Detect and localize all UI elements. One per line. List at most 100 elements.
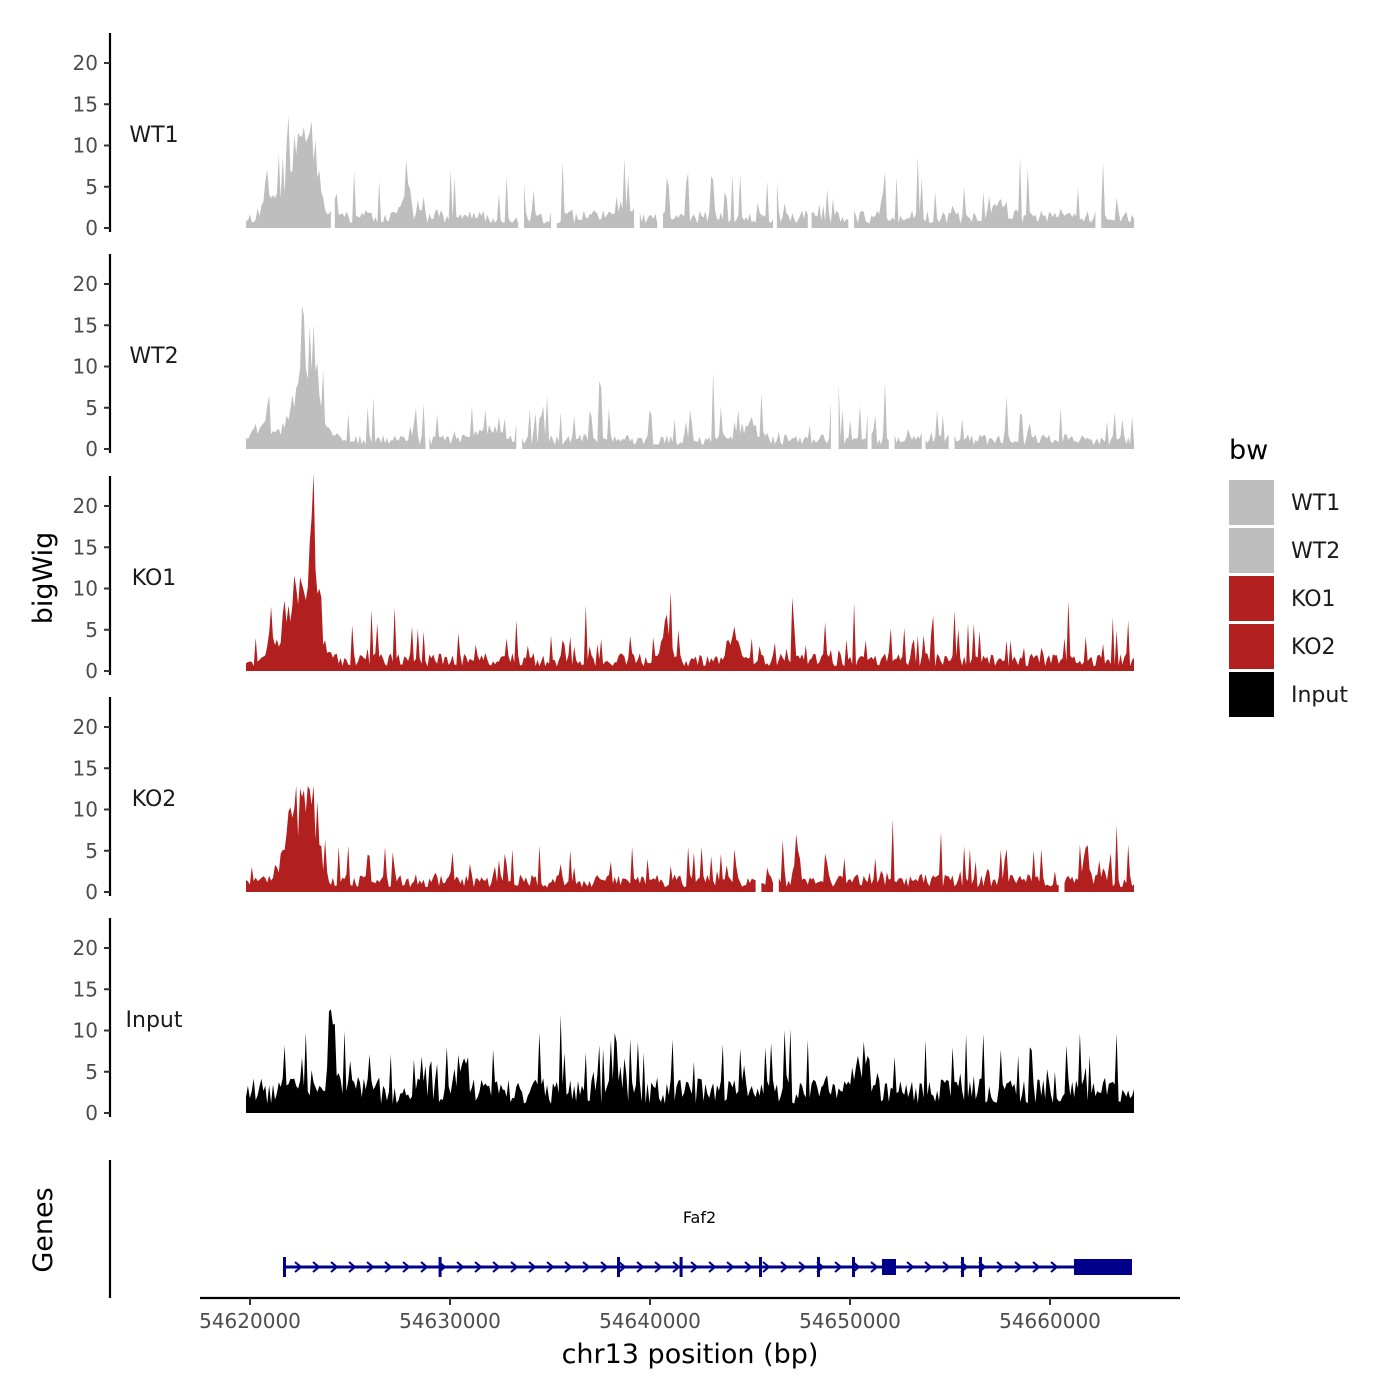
- legend-swatch-wt2: [1229, 528, 1274, 573]
- coverage-area-wt1: [524, 183, 551, 228]
- strand-arrow-icon: [708, 1261, 717, 1273]
- strand-arrow-icon: [528, 1261, 537, 1273]
- strand-arrow-icon: [618, 1261, 627, 1273]
- y-tick-label-ko1: 15: [73, 535, 98, 559]
- strand-arrow-icon: [1032, 1261, 1041, 1273]
- y-tick-label-wt2: 15: [73, 313, 98, 337]
- strand-arrow-icon: [510, 1261, 519, 1273]
- y-tick-label-input: 15: [73, 977, 98, 1001]
- gene-exon: [1074, 1259, 1132, 1275]
- gene-exon: [283, 1257, 286, 1277]
- x-tick-label: 54650000: [799, 1309, 901, 1333]
- strand-arrow-icon: [564, 1261, 573, 1273]
- coverage-area-wt2: [838, 382, 868, 449]
- track-ko2: 0 5 10 15 20 KO2: [73, 697, 1134, 904]
- strand-arrow-icon: [780, 1261, 789, 1273]
- y-tick-label-wt1: 20: [73, 51, 98, 75]
- coverage-area-wt1: [854, 156, 1096, 228]
- strand-arrow-icon: [582, 1261, 591, 1273]
- gene-exon: [979, 1257, 982, 1277]
- legend-label-ko1: KO1: [1291, 587, 1336, 612]
- y-tick-label-ko2: 5: [85, 839, 98, 863]
- strand-arrow-icon: [870, 1261, 879, 1273]
- strand-arrow-icon: [600, 1261, 609, 1273]
- coverage-area-wt2: [871, 382, 889, 449]
- track-wt1: 0 5 10 15 20 WT1: [73, 33, 1134, 240]
- gene-exon: [679, 1257, 683, 1277]
- x-axis: 54620000 54630000 54640000 54650000 54660000: [199, 1296, 1180, 1333]
- strand-arrow-icon: [330, 1261, 339, 1273]
- y-tick-label-ko2: 10: [73, 798, 98, 822]
- legend: bw WT1 WT2 KO1 KO2 Input: [1229, 435, 1348, 717]
- strand-arrow-icon: [1050, 1261, 1059, 1273]
- strand-arrow-icon: [402, 1261, 411, 1273]
- y-tick-label-wt1: 10: [73, 134, 98, 158]
- coverage-area-wt1: [556, 158, 634, 228]
- gene-exon: [852, 1257, 855, 1277]
- strand-arrow-icon: [834, 1261, 843, 1273]
- strand-arrow-icon: [762, 1261, 771, 1273]
- y-tick-label-wt2: 20: [73, 272, 98, 296]
- strand-arrow-icon: [726, 1261, 735, 1273]
- strand-arrow-icon: [942, 1261, 951, 1273]
- strand-arrow-icon: [294, 1261, 303, 1273]
- y-tick-label-wt2: 5: [85, 396, 98, 420]
- y-axis-title-bigwig: bigWig: [28, 532, 59, 625]
- gene-exon: [617, 1257, 620, 1277]
- coverage-area-wt2: [429, 406, 517, 449]
- coverage-area-ko2: [778, 819, 1059, 892]
- track-input: 0 5 10 15 20 Input: [73, 918, 1134, 1125]
- y-tick-label-ko2: 20: [73, 715, 98, 739]
- coverage-area-wt1: [663, 172, 773, 228]
- y-tick-label-input: 5: [85, 1060, 98, 1084]
- gene-exon: [438, 1257, 442, 1277]
- x-tick-label: 54640000: [599, 1309, 701, 1333]
- track-ko1: 0 5 10 15 20 KO1: [73, 473, 1134, 683]
- legend-swatch-wt1: [1229, 480, 1274, 525]
- strand-arrow-icon: [672, 1261, 681, 1273]
- strand-arrow-icon: [366, 1261, 375, 1273]
- strand-arrow-icon: [456, 1261, 465, 1273]
- y-tick-label-input: 20: [73, 936, 98, 960]
- y-tick-label-wt1: 0: [85, 216, 98, 240]
- y-axis-title-genes: Genes: [28, 1187, 59, 1272]
- y-tick-label-ko1: 0: [85, 659, 98, 683]
- legend-label-wt2: WT2: [1291, 539, 1340, 564]
- y-tick-label-ko1: 20: [73, 494, 98, 518]
- coverage-area-ko2: [246, 785, 756, 892]
- strand-arrow-icon: [546, 1261, 555, 1273]
- strand-arrow-icon: [348, 1261, 357, 1273]
- track-wt2: 0 5 10 15 20 WT2: [73, 254, 1134, 461]
- strand-arrow-icon: [654, 1261, 663, 1273]
- x-tick-label: 54620000: [199, 1309, 301, 1333]
- strand-arrow-icon: [636, 1261, 645, 1273]
- legend-label-input: Input: [1291, 683, 1348, 708]
- gene-label-faf2: Faf2: [683, 1208, 716, 1227]
- bigwig-tracks: 0 5 10 15 20 WT1 0 5 10 15 20 WT2 0 5 10 15 20 KO1 0 5 10 15 2…: [73, 33, 1134, 1125]
- coverage-area-wt1: [246, 115, 331, 228]
- y-tick-label-wt1: 15: [73, 92, 98, 116]
- coverage-area-ko2: [761, 867, 773, 892]
- strand-arrow-icon: [924, 1261, 933, 1273]
- track-label-ko1: KO1: [132, 566, 177, 591]
- y-tick-label-ko1: 10: [73, 577, 98, 601]
- strand-arrow-icon: [492, 1261, 501, 1273]
- coverage-area-wt1: [811, 189, 849, 228]
- legend-label-ko2: KO2: [1291, 635, 1336, 660]
- y-tick-label-ko2: 0: [85, 880, 98, 904]
- y-tick-label-input: 10: [73, 1019, 98, 1043]
- strand-arrow-icon: [1014, 1261, 1023, 1273]
- coverage-area-wt2: [954, 396, 1134, 449]
- coverage-area-ko1: [246, 473, 1134, 671]
- coverage-area-wt2: [246, 305, 426, 449]
- y-tick-label-wt2: 0: [85, 437, 98, 461]
- strand-arrow-icon: [798, 1261, 807, 1273]
- y-tick-label-wt1: 5: [85, 175, 98, 199]
- coverage-area-ko2: [1064, 824, 1134, 892]
- legend-swatch-ko2: [1229, 624, 1274, 669]
- x-tick-label: 54630000: [399, 1309, 501, 1333]
- track-label-input: Input: [126, 1008, 183, 1033]
- strand-arrow-icon: [690, 1261, 699, 1273]
- gene-exon: [882, 1259, 896, 1275]
